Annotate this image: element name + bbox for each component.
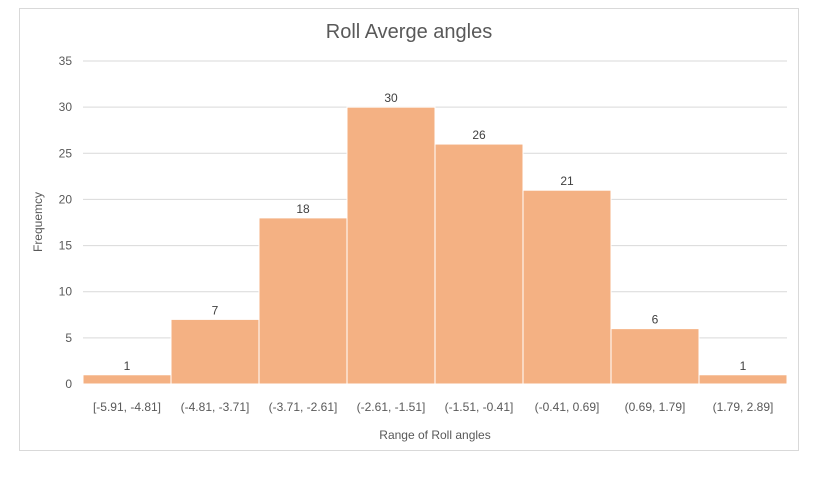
x-tick-label: (-0.41, 0.69] xyxy=(535,400,600,414)
histogram-bar xyxy=(434,143,524,385)
histogram-bar xyxy=(522,189,612,385)
x-tick-label: (-2.61, -1.51] xyxy=(357,400,426,414)
bar-data-label: 1 xyxy=(740,359,747,373)
histogram-bar xyxy=(698,374,788,385)
y-tick-label: 0 xyxy=(65,377,72,391)
y-axis-ticks: 0 5 10 15 20 25 30 35 xyxy=(59,54,73,391)
y-tick-label: 30 xyxy=(59,100,73,114)
y-tick-label: 35 xyxy=(59,54,73,68)
bar-data-label: 1 xyxy=(124,359,131,373)
histogram-bar xyxy=(170,318,260,385)
histogram-bar xyxy=(82,374,172,385)
x-tick-label: (0.69, 1.79] xyxy=(625,400,686,414)
y-tick-label: 25 xyxy=(59,146,73,160)
bar-data-label: 26 xyxy=(472,128,486,142)
bar-data-label: 18 xyxy=(296,202,310,216)
x-tick-label: (-3.71, -2.61] xyxy=(269,400,338,414)
x-axis-ticks: [-5.91, -4.81] (-4.81, -3.71] (-3.71, -2.6… xyxy=(93,400,773,414)
bar-data-label: 7 xyxy=(212,303,219,317)
histogram-bar xyxy=(610,328,700,385)
bars xyxy=(82,106,788,385)
y-tick-label: 5 xyxy=(65,331,72,345)
x-tick-label: [-5.91, -4.81] xyxy=(93,400,161,414)
x-tick-label: (1.79, 2.89] xyxy=(713,400,774,414)
bar-data-label: 21 xyxy=(560,174,574,188)
bar-data-label: 6 xyxy=(652,313,659,327)
histogram-bar xyxy=(346,106,436,385)
y-tick-label: 15 xyxy=(59,239,73,253)
y-tick-label: 10 xyxy=(59,285,73,299)
y-tick-label: 20 xyxy=(59,192,73,206)
x-tick-label: (-4.81, -3.71] xyxy=(181,400,250,414)
data-labels: 1 7 18 30 26 21 6 1 xyxy=(124,91,747,373)
x-axis-title: Range of Roll angles xyxy=(379,428,490,442)
chart-title: Roll Averge angles xyxy=(326,21,492,43)
histogram-bar xyxy=(258,217,348,385)
x-tick-label: (-1.51, -0.41] xyxy=(445,400,514,414)
y-axis-title: Frequemcy xyxy=(31,192,45,252)
bar-data-label: 30 xyxy=(384,91,398,105)
